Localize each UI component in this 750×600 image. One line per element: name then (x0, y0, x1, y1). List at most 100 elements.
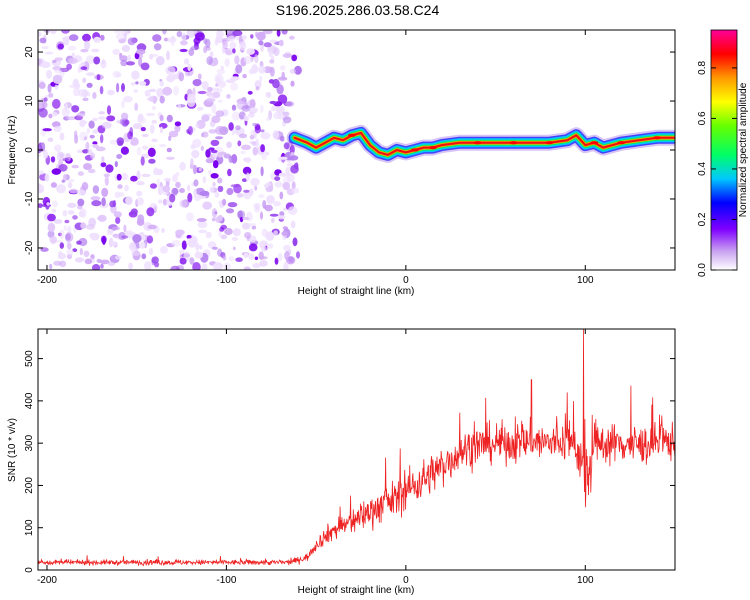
noise-blob (262, 30, 273, 35)
noise-blob (43, 150, 49, 159)
noise-blob (136, 170, 141, 180)
noise-blob (229, 41, 237, 49)
noise-blob (162, 198, 168, 206)
noise-blob (249, 235, 257, 243)
noise-blob (48, 92, 54, 98)
spectrogram-y-axis: -20 -10 0 10 20 (24, 46, 675, 255)
noise-blob (148, 88, 157, 93)
noise-blob (148, 95, 159, 103)
noise-blob (54, 57, 63, 61)
noise-blob (173, 85, 179, 96)
noise-blob (116, 173, 122, 181)
noise-blob (252, 122, 257, 127)
noise-blob (181, 240, 187, 250)
noise-blob (149, 124, 155, 134)
noise-blob (212, 160, 219, 169)
noise-blob (282, 182, 291, 191)
noise-blob (82, 97, 89, 102)
noise-blob (86, 82, 93, 88)
noise-blob (101, 121, 112, 129)
noise-blob (126, 61, 135, 66)
noise-blob (203, 45, 208, 54)
y-tick-label: -20 (24, 240, 35, 255)
noise-blob (184, 58, 190, 65)
y-tick-label: 400 (24, 392, 35, 409)
colorbar-label: Normalized spectral amplitude (738, 82, 749, 217)
noise-blob (264, 204, 273, 212)
noise-blob (56, 184, 66, 194)
noise-blob (237, 140, 242, 147)
figure-title: S196.2025.286.03.58.C24 (275, 2, 440, 18)
ridge-hotspot (509, 141, 518, 145)
noise-blob (192, 138, 202, 148)
noise-blob (232, 246, 236, 251)
noise-blob (88, 120, 95, 129)
noise-blob (69, 34, 79, 41)
noise-blob (281, 111, 290, 117)
y-tick-label: 300 (24, 434, 35, 451)
noise-blob (131, 70, 140, 80)
noise-blob (255, 138, 259, 148)
noise-blob (92, 117, 98, 122)
noise-blob (59, 229, 65, 240)
noise-blob (166, 147, 172, 153)
noise-blob (234, 55, 240, 65)
noise-blob (41, 101, 48, 109)
noise-blob (274, 257, 279, 265)
ridge-hotspot (545, 141, 554, 145)
noise-blob (38, 184, 45, 194)
noise-blob (193, 188, 197, 198)
noise-blob (116, 82, 120, 93)
noise-blob (63, 225, 67, 232)
noise-blob (91, 200, 102, 207)
noise-blob (159, 246, 168, 254)
noise-blob (215, 136, 224, 140)
noise-blob (99, 34, 105, 41)
noise-blob (207, 241, 217, 249)
noise-blob (290, 80, 295, 87)
noise-blob (197, 221, 208, 229)
noise-blob (214, 191, 220, 198)
noise-blob (44, 51, 54, 55)
noise-blob (244, 157, 252, 163)
noise-blob (64, 219, 70, 224)
noise-blob (269, 66, 275, 77)
noise-blob (263, 183, 269, 188)
noise-blob (241, 217, 250, 220)
noise-blob (192, 79, 202, 87)
noise-blob (294, 65, 302, 75)
noise-blob (57, 253, 67, 260)
noise-blob (74, 134, 79, 144)
x-tick-label: 0 (403, 575, 409, 586)
noise-blob (254, 185, 258, 191)
noise-blob (54, 144, 62, 152)
noise-blob (51, 168, 61, 175)
y-tick-label: 0 (24, 567, 35, 573)
noise-blob (162, 185, 171, 193)
noise-blob (51, 111, 58, 117)
noise-blob (217, 214, 223, 222)
noise-blob (260, 132, 271, 140)
noise-blob (258, 251, 264, 260)
noise-blob (283, 244, 291, 252)
x-tick-label: 100 (577, 575, 594, 586)
noise-blob (215, 110, 225, 117)
noise-blob (47, 222, 56, 233)
noise-blob (100, 235, 107, 244)
noise-blob (177, 103, 181, 109)
noise-blob (186, 237, 196, 247)
noise-blob (269, 100, 277, 105)
noise-blob (127, 54, 131, 63)
noise-blob (120, 59, 128, 67)
noise-blob (166, 74, 175, 83)
noise-blob (199, 244, 203, 250)
noise-blob (241, 144, 251, 150)
colorbar-gradient (710, 29, 738, 271)
noise-blob (157, 186, 163, 196)
noise-blob (121, 172, 128, 181)
noise-blob (115, 216, 121, 224)
noise-blob (96, 74, 101, 81)
noise-blob (271, 218, 275, 223)
noise-blob (115, 33, 124, 40)
ridge-hotspot (428, 146, 437, 150)
